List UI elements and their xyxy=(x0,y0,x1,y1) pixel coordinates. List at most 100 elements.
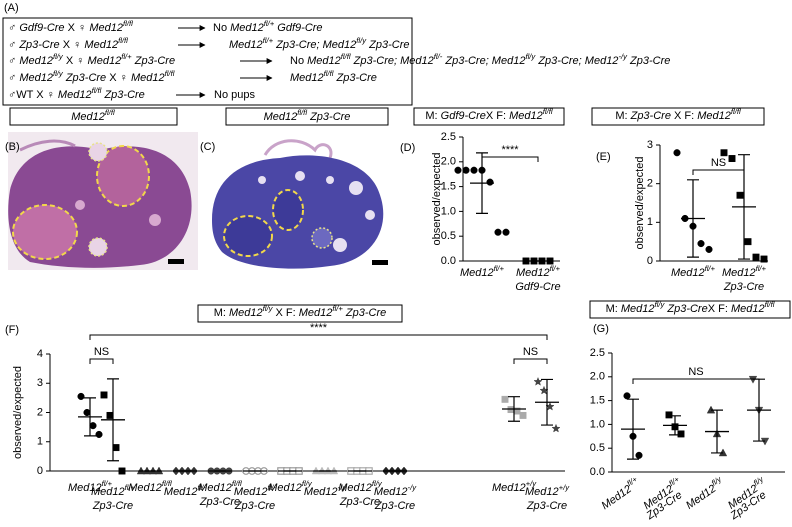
x-tick-label: Med12fl/+ xyxy=(91,483,136,498)
data-point xyxy=(519,411,527,419)
panel-title: Med12fl/fl xyxy=(71,108,115,123)
text-segment: fl/y xyxy=(525,52,536,61)
text-segment: fl/fl xyxy=(765,300,775,309)
text-segment: Zp3-Cre xyxy=(374,500,415,512)
text-segment: -/y xyxy=(618,52,628,61)
title-box xyxy=(591,107,765,126)
text-segment: X F: xyxy=(708,303,731,315)
title-box xyxy=(225,107,389,126)
text-segment: Med12 xyxy=(299,307,333,319)
text-segment: fl/+ xyxy=(756,264,767,273)
significance-label: NS xyxy=(523,346,538,358)
title-box xyxy=(9,107,178,126)
text-segment: fl/+ xyxy=(125,483,136,492)
text-segment: fl/- xyxy=(198,483,207,492)
text-segment: Med12 xyxy=(91,486,125,498)
data-point xyxy=(95,430,103,438)
text-segment: M: xyxy=(615,110,630,122)
text-segment: ♂WT X ♀ xyxy=(8,89,58,101)
significance-label: NS xyxy=(711,157,726,169)
data-point xyxy=(454,166,462,174)
x-tick-label: Med12fl/+ xyxy=(68,479,113,494)
y-tick-label: 0.0 xyxy=(590,466,605,478)
panel-label: (C) xyxy=(200,141,215,153)
title-box xyxy=(197,304,403,323)
x-tick-label: Med12fl/fl xyxy=(198,479,242,494)
text-segment: Zp3-Cre; Med12 xyxy=(273,39,356,51)
data-point xyxy=(106,411,114,419)
text-segment: Med12 xyxy=(164,486,198,498)
bracket xyxy=(632,378,760,384)
x-tick-label: Med12+/y xyxy=(492,479,537,494)
error-bar xyxy=(687,179,699,258)
y-tick-label: 2.5 xyxy=(590,347,605,359)
text-segment: Med12 xyxy=(19,55,53,67)
error-bar xyxy=(107,378,119,462)
data-point xyxy=(551,423,561,433)
text-segment: Zp3-Cre; Med12 xyxy=(351,55,434,67)
text-segment: Zp3-Cre xyxy=(664,303,707,315)
text-segment: M: xyxy=(214,307,229,319)
panel-label: (E) xyxy=(596,151,611,163)
x-tick-label: Med12fl/fl xyxy=(128,479,172,494)
y-tick-label: 2 xyxy=(37,406,43,418)
x-tick-label: Zp3-Cre xyxy=(234,500,275,512)
text-segment: X ♀ xyxy=(63,55,88,67)
text-segment: Med12 xyxy=(234,486,268,498)
data-point xyxy=(100,391,108,399)
x-tick-label: Med12fl/+ xyxy=(460,264,505,279)
y-axis-label: observed/expected xyxy=(12,366,24,459)
y-tick-label: 0.5 xyxy=(441,230,456,242)
text-segment: fl/+ xyxy=(550,264,561,273)
chart-title: M: Gdf9-CreX F: Med12fl/fl xyxy=(425,107,553,122)
text-segment: fl/y xyxy=(53,52,64,61)
y-tick-label: 1 xyxy=(647,216,653,228)
x-tick-label: Med12fl/y xyxy=(268,479,313,494)
text-segment: Zp3-Cre xyxy=(630,110,671,122)
text-segment: fl/fl xyxy=(324,69,334,78)
text-segment: fl/+ xyxy=(102,479,113,488)
text-segment: No xyxy=(290,55,307,67)
text-segment: Gdf9-Cre xyxy=(441,110,486,122)
text-segment: Med12 xyxy=(338,482,372,494)
data-point xyxy=(752,253,760,261)
text-segment: M: xyxy=(425,110,440,122)
result-text: No pups xyxy=(214,89,255,101)
x-tick-label: Med12fl/- xyxy=(164,483,207,498)
text-segment: fl/fl xyxy=(123,19,133,28)
bracket xyxy=(89,334,548,340)
panel-a-box xyxy=(2,17,413,106)
y-tick-label: 2.0 xyxy=(590,371,605,383)
micrograph-c xyxy=(212,139,388,269)
significance-label: NS xyxy=(94,346,109,358)
text-segment: ♂ xyxy=(8,39,19,51)
text-segment: -/y xyxy=(338,483,348,492)
x-tick-label: Med12-/y xyxy=(304,483,347,498)
y-tick-label: 1.5 xyxy=(441,181,456,193)
text-segment: No pups xyxy=(214,89,255,101)
text-segment: fl/+ xyxy=(705,264,716,273)
error-bar xyxy=(541,378,553,426)
text-segment: fl/+ xyxy=(494,264,505,273)
significance-label: **** xyxy=(501,144,519,156)
x-tick-label: Med12fl/+ xyxy=(516,264,561,279)
text-segment: X F: xyxy=(486,110,509,122)
text-segment: +/y xyxy=(526,479,538,488)
cross-text: ♂ Zp3-Cre X ♀ Med12fl/fl xyxy=(8,36,128,51)
error-bar xyxy=(627,398,639,460)
text-segment: ♂ xyxy=(8,22,19,34)
text-segment: Gdf9-Cre xyxy=(19,22,64,34)
y-tick-label: 1.5 xyxy=(590,395,605,407)
y-tick-label: 2.0 xyxy=(441,156,456,168)
data-point xyxy=(112,444,120,452)
text-segment: fl/fl xyxy=(162,479,172,488)
text-segment: Med12 xyxy=(68,482,102,494)
error-bar xyxy=(476,152,488,214)
text-segment: Gdf9-Cre xyxy=(515,281,560,293)
text-segment: Med12 xyxy=(722,267,756,279)
text-segment: fl/fl xyxy=(118,36,128,45)
text-segment: fl/- xyxy=(268,483,277,492)
bracket xyxy=(89,358,114,364)
text-segment: fl/- xyxy=(434,52,443,61)
x-tick-label: Med12+/y xyxy=(525,483,570,498)
